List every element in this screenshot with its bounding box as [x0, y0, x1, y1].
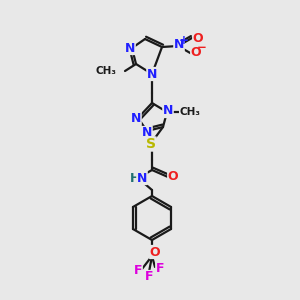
Text: H: H	[130, 172, 140, 184]
Text: F: F	[145, 271, 153, 284]
Text: +: +	[179, 34, 189, 46]
Text: N: N	[137, 172, 147, 184]
Text: O: O	[168, 170, 178, 184]
Text: N: N	[147, 68, 157, 80]
Text: F: F	[134, 265, 142, 278]
Text: O: O	[191, 46, 201, 59]
Text: S: S	[146, 137, 156, 151]
Text: O: O	[150, 245, 160, 259]
Text: CH₃: CH₃	[179, 107, 200, 117]
Text: F: F	[156, 262, 164, 275]
Text: N: N	[131, 112, 141, 124]
Text: N: N	[142, 127, 152, 140]
Text: O: O	[193, 32, 203, 44]
Text: CH₃: CH₃	[95, 66, 116, 76]
Text: N: N	[163, 104, 173, 118]
Text: −: −	[197, 40, 207, 53]
Text: N: N	[125, 41, 135, 55]
Text: N: N	[174, 38, 184, 52]
